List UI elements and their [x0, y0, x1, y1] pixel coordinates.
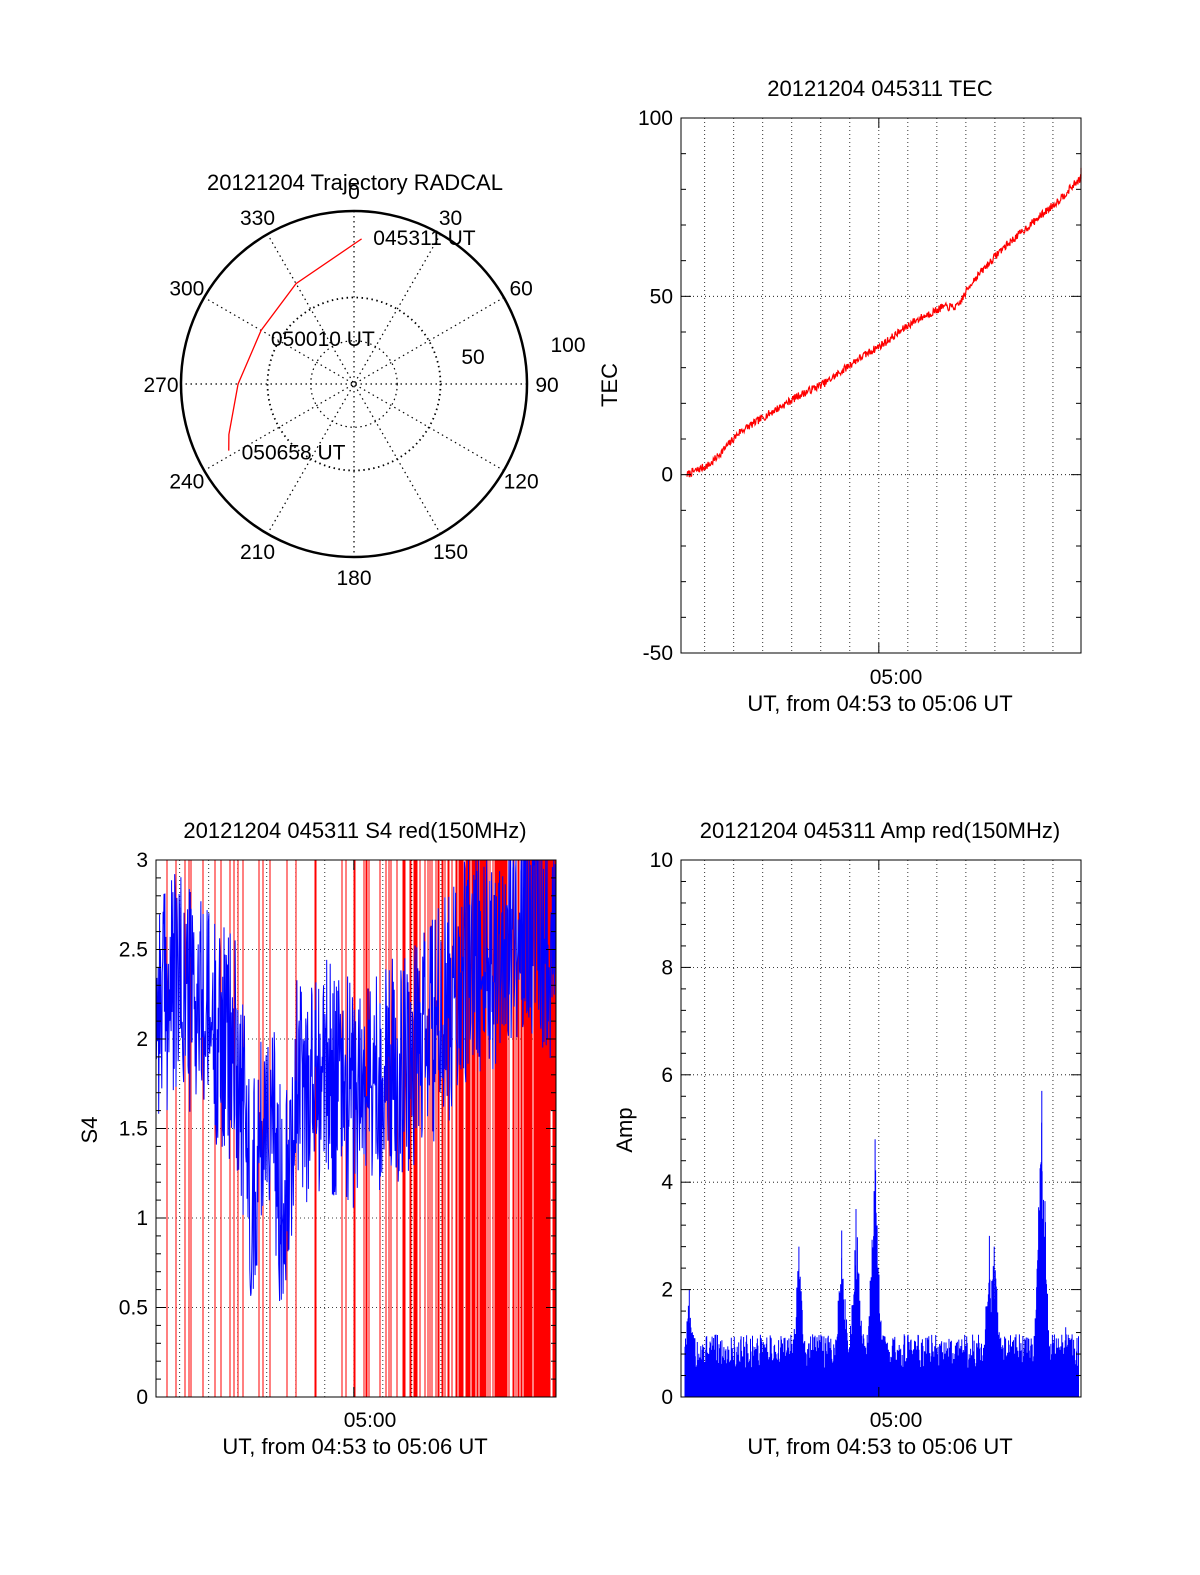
polar-angle-label: 240	[169, 471, 204, 494]
polar-trajectory-panel: 20121204 Trajectory RADCAL 0 30 60 90 120 150…	[143, 170, 585, 590]
polar-angle-label: 0	[348, 181, 360, 204]
polar-radial-label-50: 50	[461, 346, 484, 369]
polar-angle-labels: 0 30 60 90 120 150 180 210 240 270 300 330	[143, 181, 558, 590]
y-tick-label: 1.5	[119, 1118, 148, 1141]
y-tick-label: 0	[661, 464, 673, 487]
s4-x-tick-label: 05:00	[344, 1409, 397, 1432]
trajectory-end-label: 050658 UT	[242, 442, 346, 465]
tec-series	[686, 167, 1082, 478]
y-tick-label: -50	[643, 642, 673, 665]
polar-grid	[181, 211, 527, 557]
amp-x-tick-label: 05:00	[870, 1409, 923, 1432]
s4-red-series	[166, 860, 556, 1397]
tec-line	[686, 167, 1082, 478]
polar-angle-label: 150	[433, 541, 468, 564]
polar-title: 20121204 Trajectory RADCAL	[207, 170, 503, 195]
polar-angle-label: 210	[240, 541, 275, 564]
y-tick-label: 10	[650, 849, 673, 872]
polar-spoke	[266, 233, 442, 535]
y-tick-label: 50	[650, 285, 673, 308]
y-tick-label: 8	[661, 956, 673, 979]
amp-y-axis-label: Amp	[612, 1107, 637, 1152]
polar-radial-label-100: 100	[550, 334, 585, 357]
amp-title: 20121204 045311 Amp red(150MHz)	[700, 818, 1060, 843]
polar-angle-label: 270	[143, 374, 178, 397]
y-tick-label: 0	[661, 1386, 673, 1409]
amp-panel: 20121204 045311 Amp red(150MHz) 1086420 …	[612, 818, 1082, 1459]
s4-blue-series	[155, 859, 557, 1302]
tec-ticks	[681, 117, 1081, 654]
y-tick-label: 0.5	[119, 1297, 148, 1320]
polar-angle-label: 330	[240, 207, 275, 230]
polar-angle-label: 30	[439, 207, 462, 230]
trajectory-mid-label: 050010 UT	[271, 328, 375, 351]
polar-circle-25	[310, 340, 398, 428]
y-tick-label: 2	[136, 1028, 148, 1051]
s4-blue-line	[155, 859, 557, 1302]
tec-x-axis-label: UT, from 04:53 to 05:06 UT	[747, 691, 1012, 716]
amp-grid	[681, 860, 1081, 1397]
tec-x-tick-label: 05:00	[870, 666, 923, 689]
y-tick-label: 0	[136, 1386, 148, 1409]
y-tick-label: 6	[661, 1064, 673, 1087]
amp-ticks	[681, 859, 1081, 1398]
y-tick-label: 3	[136, 849, 148, 872]
y-tick-label: 100	[638, 107, 673, 130]
trajectory-track	[228, 238, 362, 451]
tec-y-axis-label: TEC	[597, 363, 622, 407]
trajectory-start-label: 045311 UT	[373, 227, 476, 250]
y-tick-label: 1	[136, 1207, 148, 1230]
amp-plot-frame	[680, 859, 1082, 1398]
s4-panel: 20121204 045311 S4 red(150MHz) 3 2.5 2 1.5 1…	[77, 818, 557, 1459]
y-tick-label: 2	[661, 1279, 673, 1302]
polar-angle-label: 180	[336, 567, 371, 590]
tec-panel: 20121204 045311 TEC 100 50 0 -50 05:00 UT, …	[597, 76, 1082, 716]
y-tick-label: 4	[661, 1171, 673, 1194]
tec-y-tick-labels: 100 50 0 -50	[638, 107, 673, 665]
polar-angle-label: 300	[169, 278, 204, 301]
amp-y-tick-labels: 10 8 6 4 2 0	[650, 849, 674, 1409]
polar-angle-label: 120	[504, 471, 539, 494]
polar-outer-circle	[179, 209, 529, 559]
tec-plot-frame	[680, 117, 1082, 654]
amp-series	[684, 1090, 1079, 1397]
amp-spikes	[684, 1090, 1079, 1397]
polar-angle-label: 60	[509, 278, 532, 301]
amp-x-axis-label: UT, from 04:53 to 05:06 UT	[747, 1434, 1012, 1459]
tec-title: 20121204 045311 TEC	[767, 76, 993, 101]
tec-grid	[681, 118, 1081, 653]
s4-x-axis-label: UT, from 04:53 to 05:06 UT	[222, 1434, 487, 1459]
s4-y-tick-labels: 3 2.5 2 1.5 1 0.5 0	[119, 849, 148, 1409]
s4-y-axis-label: S4	[77, 1117, 102, 1144]
s4-ticks	[156, 859, 556, 1398]
polar-angle-label: 90	[535, 374, 558, 397]
polar-spoke	[266, 233, 442, 535]
s4-title: 20121204 045311 S4 red(150MHz)	[183, 818, 526, 843]
y-tick-label: 2.5	[119, 939, 148, 962]
